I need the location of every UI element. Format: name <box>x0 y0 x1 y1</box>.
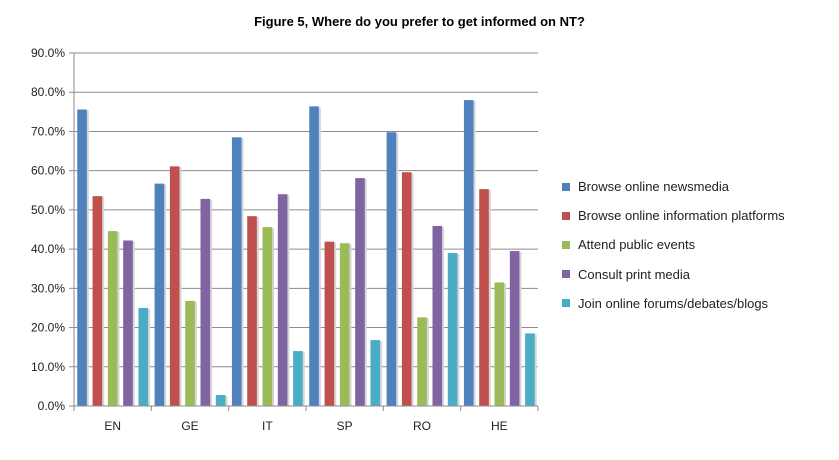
legend-item: Attend public events <box>562 230 785 259</box>
y-tick-label: 30.0% <box>31 281 65 295</box>
legend-label: Browse online information platforms <box>578 208 785 224</box>
bar <box>309 106 319 406</box>
x-tick-label: GE <box>181 419 198 433</box>
bar <box>247 216 257 406</box>
chart-title: Figure 5, Where do you prefer to get inf… <box>254 14 585 29</box>
bar <box>355 178 365 406</box>
x-tick-label: IT <box>262 419 273 433</box>
bar <box>463 100 474 407</box>
x-tick-label: SP <box>337 419 353 433</box>
y-tick-label: 0.0% <box>38 399 66 413</box>
y-tick-label: 60.0% <box>31 164 65 178</box>
bar <box>169 166 180 406</box>
y-tick-label: 40.0% <box>31 242 65 256</box>
x-tick-label: HE <box>491 419 508 433</box>
bar <box>509 251 520 406</box>
x-tick-label: EN <box>104 419 121 433</box>
bar <box>525 333 535 406</box>
bar <box>339 243 350 406</box>
legend-label: Attend public events <box>578 237 696 253</box>
bar <box>401 172 412 406</box>
legend-swatch <box>562 240 570 249</box>
x-tick-label: RO <box>413 419 431 433</box>
bar <box>200 198 211 406</box>
legend-label: Browse online newsmedia <box>578 179 730 195</box>
bar <box>370 340 381 406</box>
y-tick-label: 70.0% <box>31 124 65 138</box>
bar <box>154 183 165 406</box>
axes <box>69 52 539 411</box>
bar <box>92 196 103 406</box>
bar <box>324 241 335 406</box>
bar <box>262 227 273 406</box>
bar <box>185 300 195 406</box>
bar <box>215 395 226 406</box>
bar <box>447 253 458 406</box>
gridlines <box>74 52 538 368</box>
legend-item: Consult print media <box>562 260 785 289</box>
bar <box>386 132 397 406</box>
bar <box>277 194 288 406</box>
bar <box>231 137 242 407</box>
bar <box>77 109 87 406</box>
bar <box>432 225 443 406</box>
legend-label: Consult print media <box>578 266 690 282</box>
legend-item: Browse online information platforms <box>562 201 785 230</box>
axis-labels: 0.0% 10.0% 20.0% 30.0% 40.0% 50.0% 60.0% 70.0% 8… <box>31 46 508 433</box>
y-tick-label: 90.0% <box>31 46 65 60</box>
y-tick-label: 50.0% <box>31 203 65 217</box>
y-tick-label: 10.0% <box>31 360 65 374</box>
y-tick-label: 80.0% <box>31 85 65 99</box>
legend-swatch <box>562 211 570 220</box>
bar <box>417 317 427 406</box>
bar <box>293 351 303 406</box>
bars <box>77 100 537 407</box>
bar <box>123 240 133 406</box>
legend-swatch <box>562 299 570 308</box>
y-tick-label: 20.0% <box>31 321 65 335</box>
bar <box>107 231 118 406</box>
legend-item: Browse online newsmedia <box>562 172 785 201</box>
bar <box>138 307 149 406</box>
legend-swatch <box>562 270 570 279</box>
bar <box>479 189 489 406</box>
legend-item: Join online forums/debates/blogs <box>562 289 785 318</box>
bar <box>494 282 505 406</box>
legend-label: Join online forums/debates/blogs <box>578 295 769 311</box>
legend-swatch <box>562 182 570 191</box>
legend: Browse online newsmedia Browse online inf… <box>562 172 785 318</box>
